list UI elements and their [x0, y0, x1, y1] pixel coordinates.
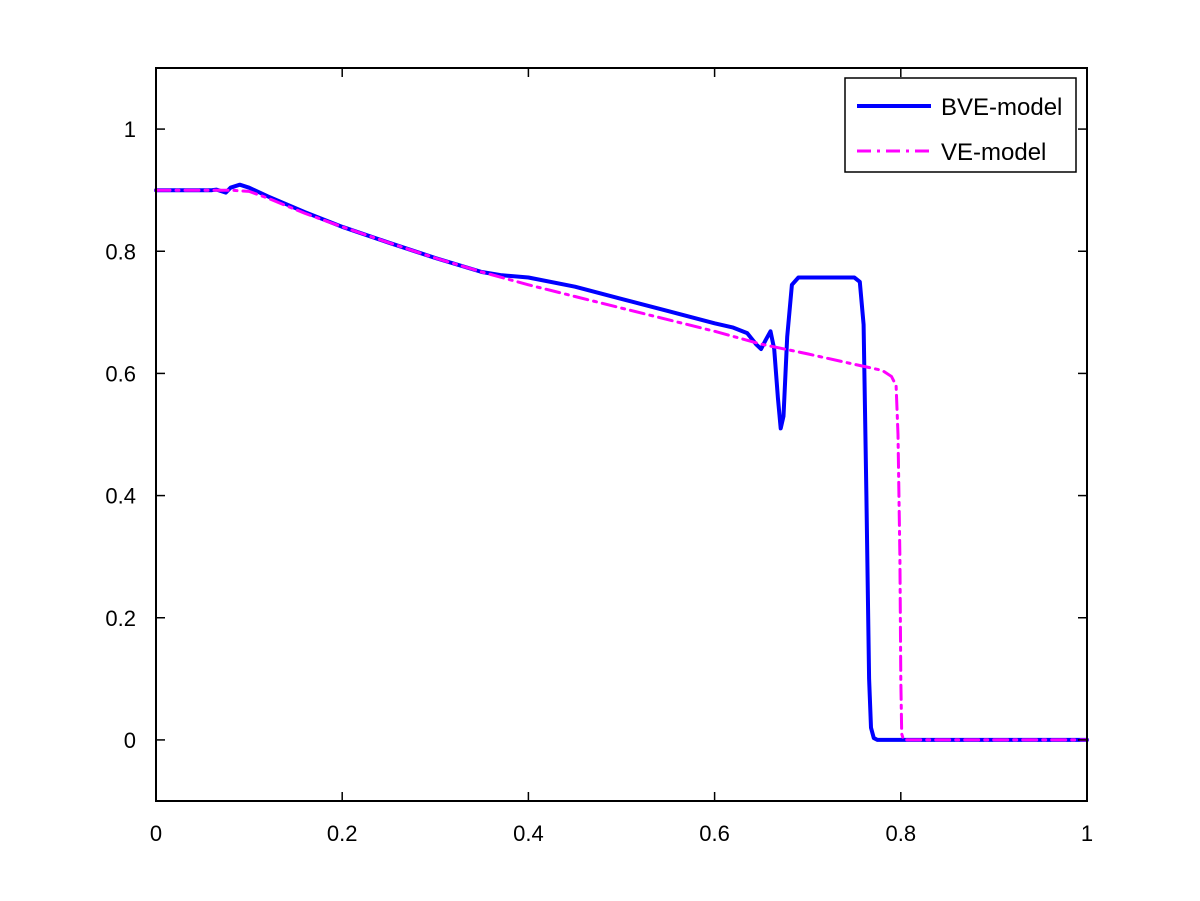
y-tick-label: 0 — [124, 728, 136, 753]
legend-box — [844, 77, 1077, 173]
legend-label: BVE-model — [941, 94, 1062, 121]
y-tick-label: 1 — [124, 117, 136, 142]
y-tick-label: 0.6 — [105, 361, 136, 386]
axis-tick-labels: 0 0.2 0.4 0.6 0.8 1 0 0.2 0.4 0.6 0.8 1 — [105, 117, 1093, 846]
x-tick-label: 0.2 — [327, 821, 358, 846]
legend-label: VE-model — [941, 139, 1046, 166]
x-tick-label: 1 — [1081, 821, 1093, 846]
y-tick-label: 0.4 — [105, 484, 136, 509]
plot-frame — [155, 67, 1088, 802]
axis-ticks — [155, 68, 1088, 801]
y-tick-label: 0.8 — [105, 239, 136, 264]
plot-lines — [154, 182, 1089, 742]
y-tick-label: 0.2 — [105, 606, 136, 631]
legend: BVE-model VE-model — [844, 77, 1077, 173]
x-tick-label: 0 — [150, 821, 162, 846]
series-line-ve-model — [154, 188, 1089, 742]
x-tick-label: 0.4 — [513, 821, 544, 846]
series-line-bve-model — [154, 182, 1089, 742]
x-tick-label: 0.8 — [886, 821, 917, 846]
x-tick-label: 0.6 — [699, 821, 730, 846]
